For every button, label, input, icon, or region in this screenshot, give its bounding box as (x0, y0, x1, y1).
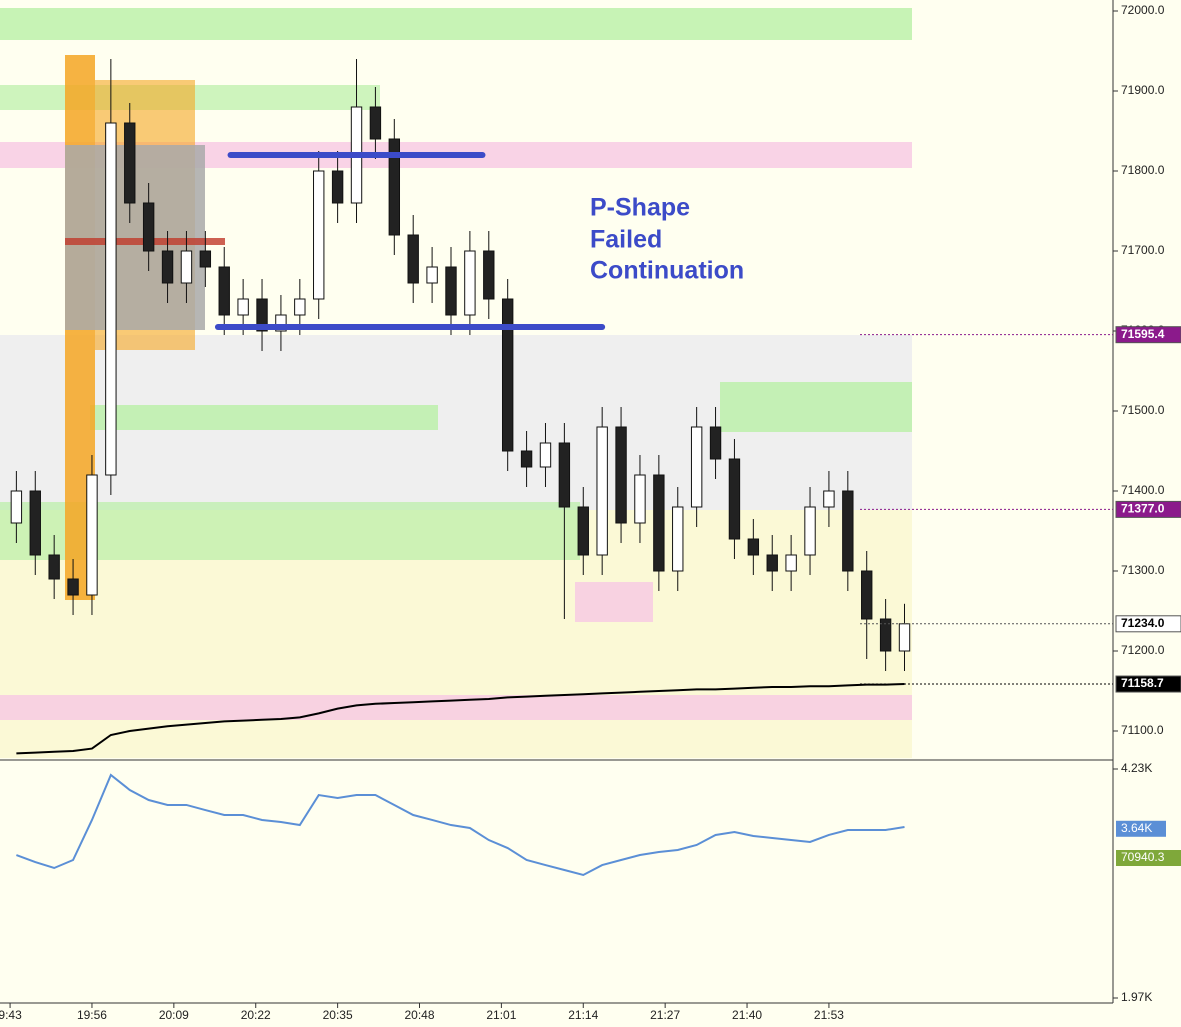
price-marker (1115, 675, 1181, 693)
y-tick-label: 4.23K (1121, 761, 1152, 775)
candle-body (67, 578, 79, 596)
candle-body (48, 554, 60, 580)
x-tick-label: 20:35 (323, 1008, 353, 1022)
annotation: Failed (590, 226, 662, 254)
candle-body (520, 450, 533, 468)
y-tick-label: 71800.0 (1121, 163, 1165, 177)
y-tick-label: 71500.0 (1121, 403, 1165, 417)
candle-body (483, 250, 495, 300)
y-tick-label: 72000.0 (1121, 3, 1165, 17)
candle-body (728, 458, 741, 540)
candle-body (747, 538, 760, 556)
y-tick-label: 71700.0 (1121, 243, 1165, 257)
candle-body (842, 490, 854, 572)
zone (90, 405, 438, 430)
candle-body (464, 250, 476, 316)
x-tick-label: 21:14 (568, 1008, 598, 1022)
candle-body (407, 234, 419, 284)
candle-body (86, 474, 98, 596)
candle-body (199, 250, 212, 268)
candle-body (294, 298, 306, 316)
candle-body (10, 490, 23, 524)
candle-body (105, 122, 117, 476)
candle-body (29, 490, 41, 556)
candle-body (445, 266, 457, 316)
pane-marker (1116, 850, 1181, 866)
candle-body (275, 314, 287, 332)
x-tick-label: 21:27 (650, 1008, 680, 1022)
zone (0, 8, 912, 40)
candle-body (501, 298, 514, 452)
candle-body (180, 250, 193, 284)
x-tick-label: 19:56 (77, 1008, 107, 1022)
x-tick-label: 21:53 (814, 1008, 844, 1022)
candle-body (766, 554, 778, 572)
candle-body (690, 426, 703, 508)
lower-line (16, 773, 905, 877)
candle-body (388, 138, 401, 236)
x-tick-label: 20:48 (404, 1008, 434, 1022)
candle-body (785, 554, 797, 572)
candle-body (558, 442, 571, 508)
candle-body (861, 570, 873, 620)
price-marker-label: 71234.0 (1121, 616, 1165, 630)
candle-body (313, 170, 325, 300)
pane-marker-label: 3.64K (1121, 821, 1152, 835)
candle-body (369, 106, 382, 140)
candle-body (161, 250, 174, 284)
price-marker-label: 71377.0 (1121, 502, 1165, 516)
candle-body (898, 623, 911, 652)
candle-body (426, 266, 438, 284)
candle-body (256, 298, 268, 332)
candle-body (218, 266, 230, 316)
y-tick-label: 71900.0 (1121, 83, 1165, 97)
price-marker-label: 71595.4 (1121, 327, 1165, 341)
candle-body (823, 490, 835, 508)
pane-marker (1116, 820, 1166, 837)
candle-body (615, 426, 627, 524)
candle-body (331, 170, 344, 204)
candle-body (539, 442, 552, 468)
candle-body (237, 298, 249, 316)
y-tick-label: 71300.0 (1121, 563, 1165, 577)
price-marker (1115, 500, 1181, 518)
candle-body (879, 618, 892, 652)
candle-body (577, 506, 589, 556)
x-tick-label: 20:09 (159, 1008, 189, 1022)
zone (720, 382, 912, 432)
zone (0, 695, 912, 720)
x-tick-label: 9:43 (0, 1008, 22, 1022)
candle-body (142, 202, 155, 252)
x-tick-label: 21:01 (486, 1008, 516, 1022)
zone (575, 582, 653, 622)
annotation: Continuation (590, 257, 744, 285)
candle-body (596, 426, 608, 556)
y-tick-label: 71400.0 (1121, 483, 1165, 497)
candle-body (653, 474, 665, 572)
x-tick-label: 20:22 (241, 1008, 271, 1022)
candle-body (709, 426, 722, 460)
x-tick-label: 21:40 (732, 1008, 762, 1022)
price-marker (1115, 615, 1181, 633)
candle-body (124, 122, 136, 204)
y-tick-label: 71100.0 (1121, 723, 1164, 737)
price-marker-label: 71158.7 (1121, 676, 1164, 690)
candle-body (672, 506, 684, 572)
candle-body (804, 506, 816, 556)
vwap-line (16, 683, 905, 755)
pane-marker-label: 70940.3 (1121, 850, 1165, 864)
annotation: P-Shape (590, 194, 690, 222)
price-marker (1115, 326, 1181, 344)
candle-body (634, 474, 646, 524)
y-tick-label: 1.97K (1121, 990, 1152, 1004)
y-tick-label: 71200.0 (1121, 643, 1165, 657)
